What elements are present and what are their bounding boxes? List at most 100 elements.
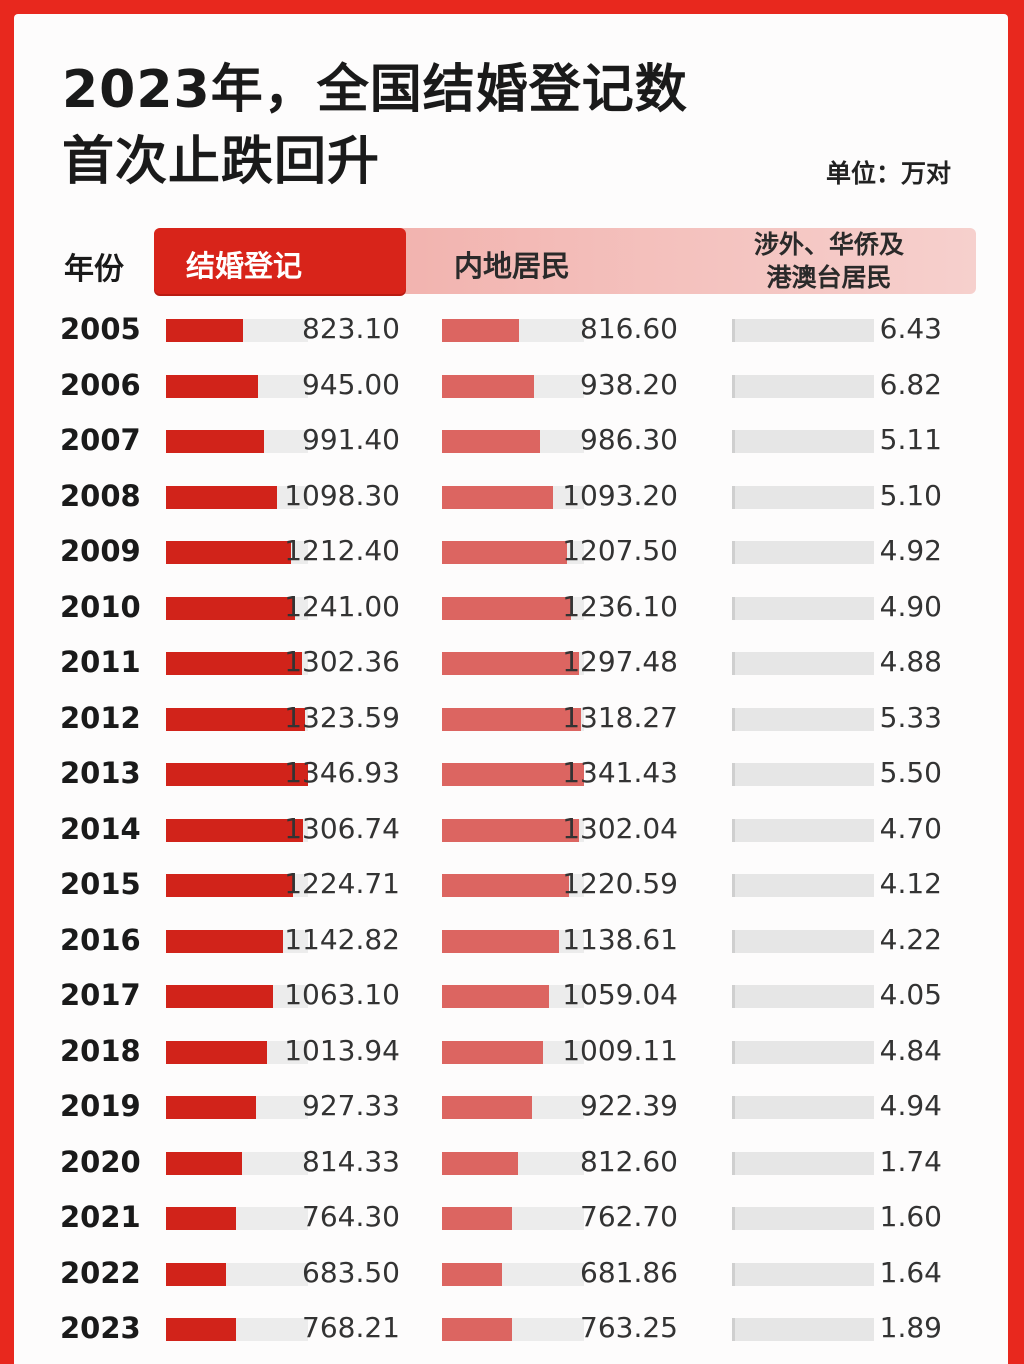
bar-track (732, 485, 874, 509)
table-row: 2021 764.30 762.70 1.60 (14, 1190, 1008, 1246)
bar-track (732, 319, 874, 342)
header-foreign: 涉外、华侨及 港澳台居民 (714, 228, 944, 294)
value-foreign: 1.60 (879, 1200, 942, 1233)
bar-foreign (732, 985, 735, 1008)
bar-track (166, 374, 308, 398)
value-mainland: 812.60 (580, 1144, 678, 1178)
header-foreign-line-2: 港澳台居民 (766, 263, 892, 292)
value-total: 768.21 (302, 1311, 400, 1344)
bar-track (166, 541, 308, 564)
bar-total (166, 596, 295, 620)
value-total: 1306.74 (284, 811, 400, 845)
title-line-2: 首次止跌回升 (62, 132, 381, 192)
bar-track (442, 374, 584, 398)
header-mainland: 内地居民 (454, 249, 571, 283)
bar-mainland (442, 1262, 502, 1286)
value-foreign: 4.70 (879, 811, 942, 845)
value-total: 823.10 (302, 312, 400, 345)
value-mainland: 1207.50 (562, 534, 678, 567)
bar-track (732, 929, 874, 953)
bar-total (166, 985, 273, 1008)
value-total: 1098.30 (284, 478, 400, 512)
value-foreign: 4.22 (879, 922, 942, 956)
year-label: 2022 (60, 1255, 141, 1290)
table-row: 2018 1013.94 1009.11 4.84 (14, 1024, 1008, 1080)
bar-mainland (442, 374, 534, 398)
bar-track (166, 1096, 308, 1119)
value-mainland: 1220.59 (562, 867, 678, 900)
value-total: 1212.40 (284, 534, 400, 567)
value-total: 1063.10 (284, 978, 400, 1011)
bar-track (166, 485, 308, 509)
value-mainland: 1093.20 (562, 478, 678, 512)
table-row: 2015 1224.71 1220.59 4.12 (14, 857, 1008, 913)
bar-total (166, 652, 303, 675)
year-label: 2023 (60, 1311, 141, 1345)
bar-foreign (732, 818, 735, 842)
table-row: 2010 1241.00 1236.10 4.90 (14, 580, 1008, 636)
bar-total (166, 430, 264, 453)
bar-track (442, 1207, 584, 1230)
bar-track (732, 652, 874, 675)
bar-track (166, 818, 308, 842)
bar-total (166, 707, 306, 731)
year-label: 2017 (60, 978, 141, 1012)
bar-foreign (732, 1207, 735, 1230)
bar-track (732, 1207, 874, 1230)
bar-mainland (442, 1096, 532, 1119)
value-foreign: 6.82 (879, 367, 942, 401)
bar-track (732, 707, 874, 731)
table-row: 2020 814.33 812.60 1.74 (14, 1135, 1008, 1191)
bar-track (442, 652, 584, 675)
year-label: 2012 (60, 700, 141, 735)
bar-foreign (732, 763, 735, 786)
value-foreign: 1.74 (879, 1144, 942, 1178)
bar-track (166, 1151, 308, 1175)
bar-foreign (732, 1262, 735, 1286)
bar-mainland (442, 1207, 512, 1230)
bar-total (166, 374, 259, 398)
value-foreign: 6.43 (879, 312, 942, 345)
bar-mainland (442, 1151, 519, 1175)
value-total: 764.30 (302, 1200, 400, 1233)
year-label: 2011 (60, 645, 141, 679)
value-foreign: 1.64 (879, 1255, 942, 1289)
bar-track (732, 874, 874, 897)
bar-foreign (732, 1318, 735, 1341)
value-total: 991.40 (302, 423, 400, 456)
value-mainland: 1341.43 (562, 756, 678, 789)
value-mainland: 762.70 (580, 1200, 678, 1233)
bar-track (732, 1262, 874, 1286)
value-foreign: 4.94 (879, 1089, 942, 1122)
header-year: 年份 (64, 252, 124, 287)
value-foreign: 5.50 (879, 756, 942, 789)
bar-track (442, 929, 584, 953)
chart-card: 2023年，全国结婚登记数 首次止跌回升 单位：万对 年份 结婚登记 内地居民 … (14, 14, 1008, 1364)
bar-mainland (442, 763, 584, 786)
bar-track (442, 319, 584, 342)
year-label: 2018 (60, 1033, 141, 1068)
table-row: 2012 1323.59 1318.27 5.33 (14, 691, 1008, 747)
year-label: 2010 (60, 589, 141, 624)
bar-total (166, 541, 292, 564)
value-mainland: 1138.61 (562, 922, 678, 956)
year-label: 2015 (60, 867, 141, 901)
value-total: 945.00 (302, 367, 400, 401)
value-foreign: 1.89 (879, 1311, 942, 1344)
value-foreign: 4.05 (879, 978, 942, 1011)
bar-mainland (442, 430, 540, 453)
bar-foreign (732, 319, 735, 342)
value-mainland: 681.86 (580, 1255, 678, 1289)
value-total: 1142.82 (284, 922, 400, 956)
bar-mainland (442, 929, 559, 953)
bar-track (442, 596, 584, 620)
bar-track (442, 1096, 584, 1119)
bar-total (166, 818, 304, 842)
bar-track (442, 430, 584, 453)
value-mainland: 1318.27 (562, 700, 678, 734)
bar-track (732, 1096, 874, 1119)
bar-track (732, 541, 874, 564)
value-total: 927.33 (302, 1089, 400, 1122)
table-row: 2011 1302.36 1297.48 4.88 (14, 635, 1008, 691)
bar-mainland (442, 1040, 543, 1064)
